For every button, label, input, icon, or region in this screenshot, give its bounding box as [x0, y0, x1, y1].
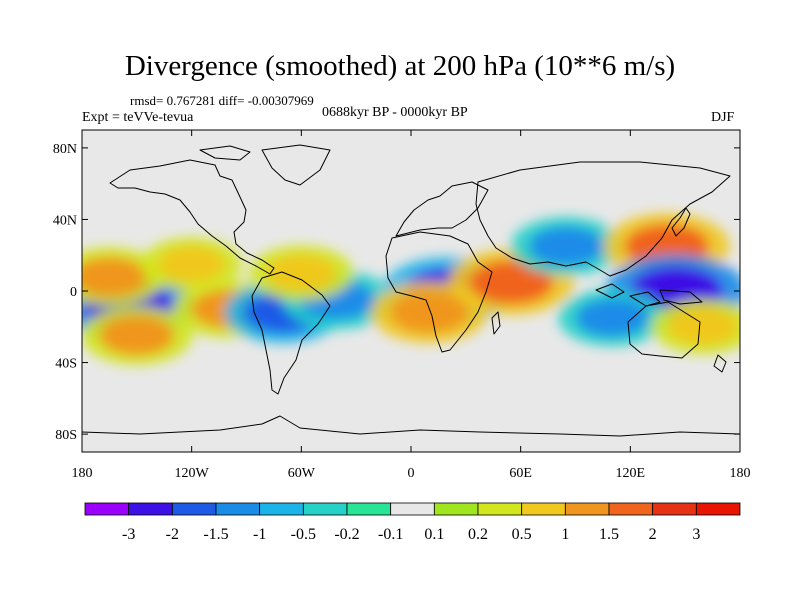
field-feature-9 — [390, 291, 469, 333]
coastline-new-zealand — [713, 354, 727, 373]
field-feature-2 — [99, 316, 175, 356]
coastline-north-america — [109, 159, 275, 275]
coastline-south-america — [251, 271, 331, 395]
colorbar-label-10: 1 — [561, 526, 569, 543]
y-tick-label-2: 0 — [70, 285, 77, 300]
coastline-greenland — [261, 144, 331, 186]
y-axis: 80N 40N 0 40S 80S — [53, 142, 740, 443]
colorbar-label-13: 3 — [692, 526, 700, 543]
coastline-australia — [627, 301, 701, 359]
field-feature-14 — [576, 298, 649, 337]
colorbar-label-8: 0.2 — [468, 526, 488, 543]
colorbar-label-4: -0.5 — [291, 526, 316, 543]
x-tick-label-4: 60E — [509, 466, 532, 481]
colorbar-swatch-14 — [695, 502, 741, 516]
colorbar-swatch-6 — [346, 502, 392, 516]
coastline-asia — [475, 161, 731, 277]
colorbar-label-7: 0.1 — [424, 526, 444, 543]
coastline-antarctica — [82, 415, 740, 437]
colorbar-label-9: 0.5 — [512, 526, 532, 543]
colorbar-label-3: -1 — [253, 526, 266, 543]
field-feature-7 — [266, 254, 337, 292]
colorbar-swatch-7 — [390, 502, 435, 516]
x-tick-label-2: 60W — [288, 466, 316, 481]
x-tick-label-3: 0 — [408, 466, 415, 481]
x-tick-label-6: 180 — [730, 466, 751, 481]
colorbar-label-0: -3 — [122, 526, 135, 543]
colorbar-swatch-9 — [477, 502, 523, 516]
field-feature-3 — [158, 246, 226, 282]
colorbar-swatch-3 — [215, 502, 261, 516]
experiment-label: Expt = teVVe-tevua — [82, 110, 194, 125]
x-axis: 180 120W 60W 0 60E 120E 180 — [72, 130, 751, 481]
field-feature-15 — [668, 308, 739, 346]
x-tick-label-0: 180 — [72, 466, 93, 481]
coastline-maritime — [595, 283, 703, 307]
coastline-europe — [395, 181, 489, 237]
colorbar-label-1: -2 — [166, 526, 179, 543]
y-tick-label-1: 40N — [53, 213, 77, 228]
coastline-arctic-islands — [199, 145, 251, 161]
colorbar-label-5: -0.2 — [334, 526, 359, 543]
colorbar: -3 -2 -1.5 -1 -0.5 -0.2 -0.1 0.1 0.2 0.5 1 1.5 2 3 — [84, 502, 741, 543]
colorbar-label-11: 1.5 — [599, 526, 619, 543]
field-feature-11 — [529, 226, 604, 266]
coastline-madagascar — [491, 311, 501, 335]
coastline-africa — [385, 231, 493, 353]
x-tick-label-1: 120W — [175, 466, 210, 481]
colorbar-swatch-10 — [521, 502, 566, 516]
colorbar-swatch-1 — [128, 502, 173, 516]
colorbar-swatch-11 — [564, 502, 610, 516]
colorbar-label-12: 2 — [649, 526, 657, 543]
y-tick-label-3: 40S — [55, 357, 77, 372]
coastline-japan — [671, 207, 691, 237]
season-label: DJF — [711, 110, 735, 125]
colorbar-swatch-12 — [608, 502, 654, 516]
y-tick-label-4: 80S — [55, 428, 77, 443]
colorbar-swatch-0 — [84, 502, 130, 516]
colorbar-swatch-8 — [433, 502, 479, 516]
colorbar-label-2: -1.5 — [203, 526, 228, 543]
coastlines — [82, 144, 740, 437]
chart-title: Divergence (smoothed) at 200 hPa (10**6 … — [124, 50, 676, 82]
colorbar-label-6: -0.1 — [378, 526, 403, 543]
colorbar-swatch-5 — [302, 502, 348, 516]
y-tick-label-0: 80N — [53, 142, 77, 157]
colorbar-swatch-13 — [652, 502, 697, 516]
colorbar-swatch-4 — [259, 502, 304, 516]
colorbar-swatch-2 — [171, 502, 217, 516]
period-label: 0688kyr BP - 0000kyr BP — [322, 105, 468, 120]
x-tick-label-5: 120E — [616, 466, 646, 481]
stats-label: rmsd= 0.767281 diff= -0.00307969 — [130, 93, 314, 108]
field-feature-1 — [82, 257, 147, 297]
